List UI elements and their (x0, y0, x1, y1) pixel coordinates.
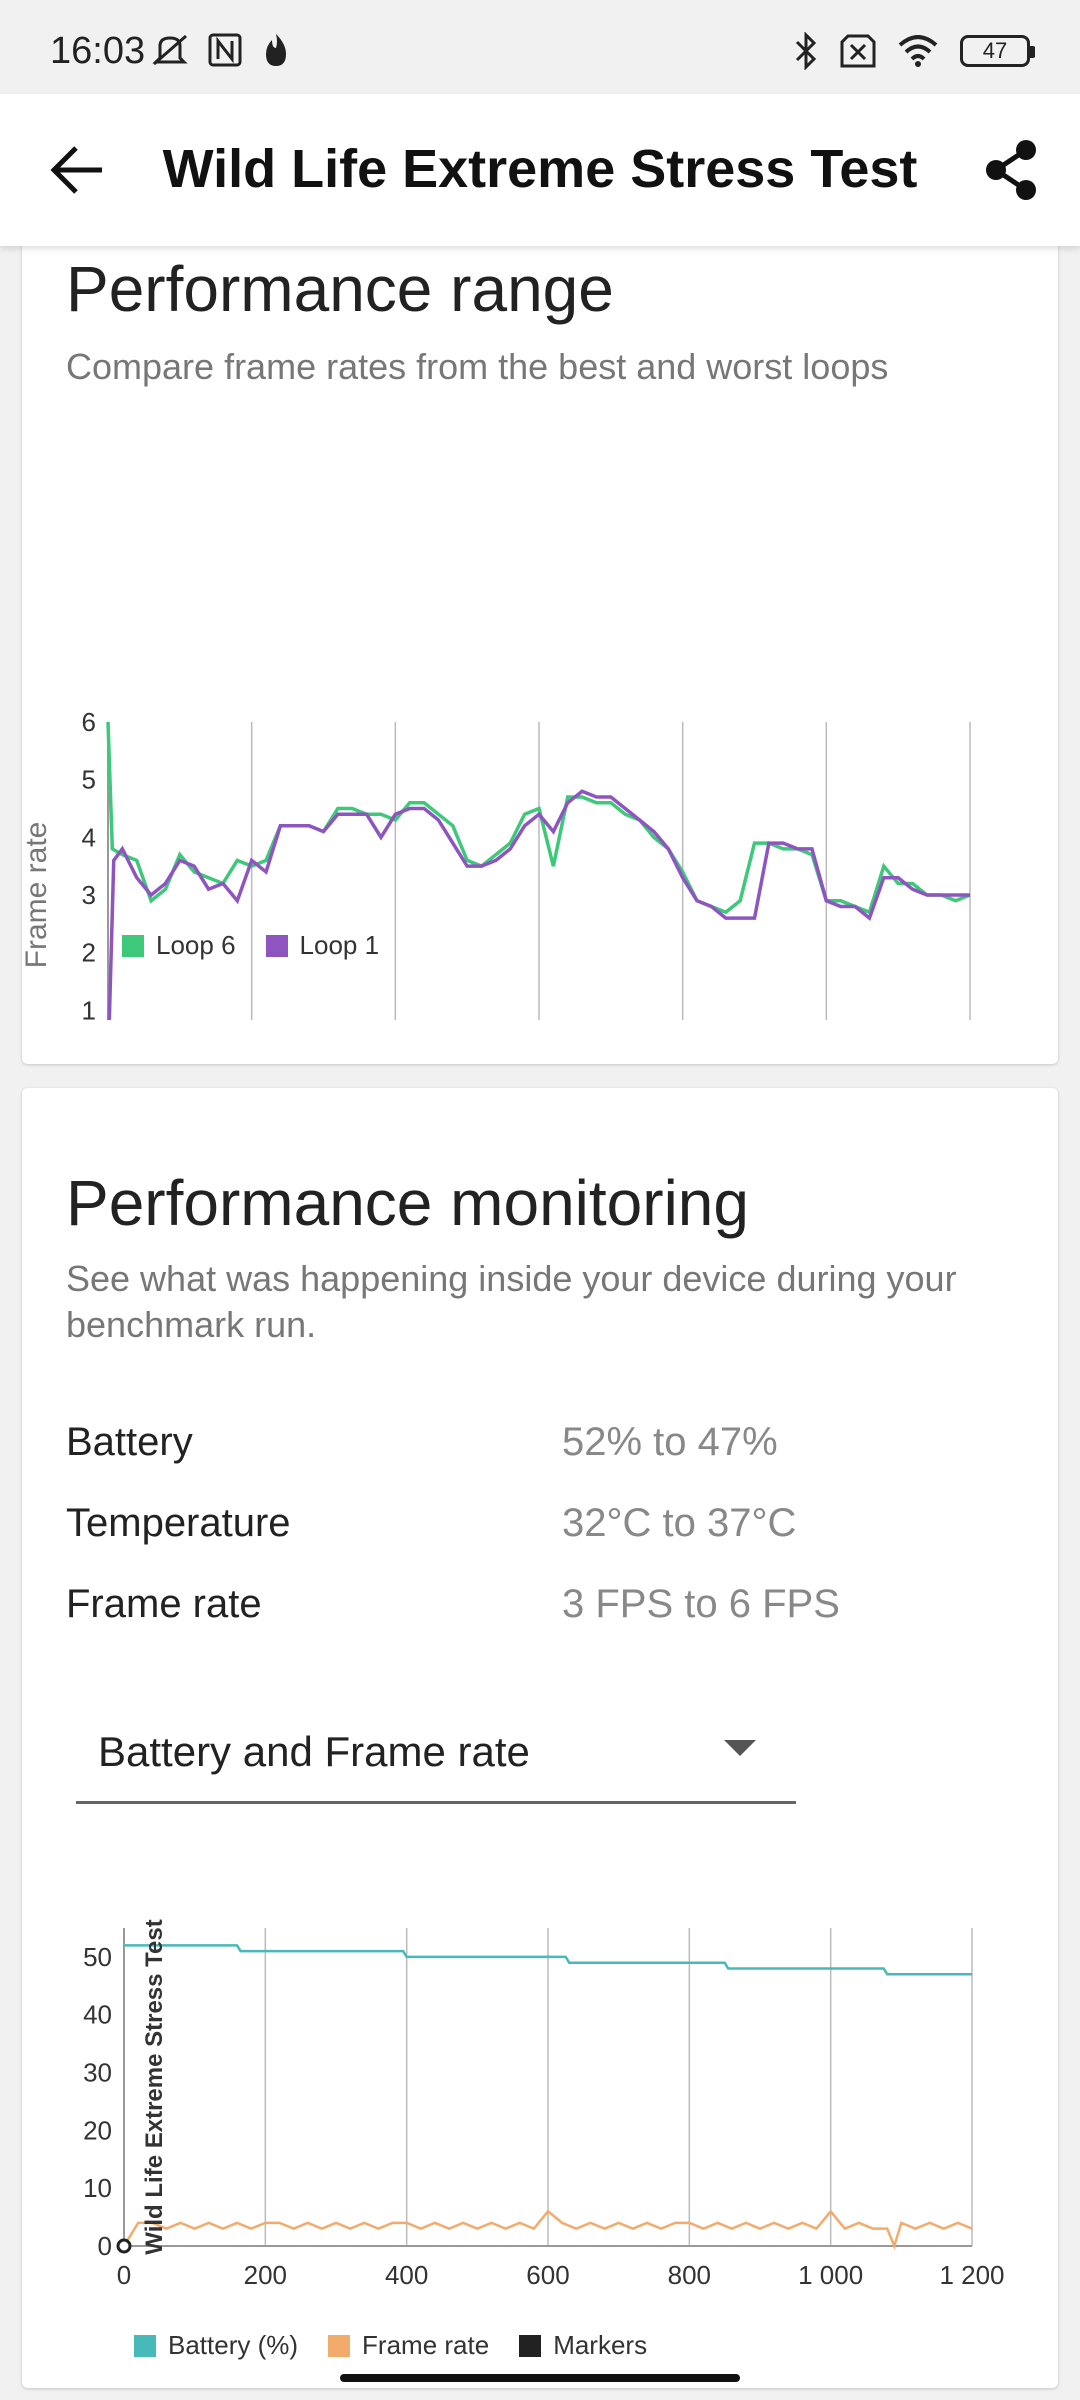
wifi-icon (898, 35, 938, 67)
chevron-down-icon (724, 1740, 756, 1756)
status-icons-left (150, 32, 292, 68)
series-line-loop-1 (107, 789, 970, 1020)
bluetooth-icon (795, 32, 817, 70)
frame-rate-label: Frame rate (66, 1582, 262, 1626)
frame-rate-value: 3 FPS to 6 FPS (562, 1582, 840, 1626)
legend-item: Battery (%) (134, 2330, 298, 2361)
temperature-value: 32°C to 37°C (562, 1501, 797, 1545)
page-title: Wild Life Extreme Stress Test (162, 139, 918, 199)
frame-rate-row: Frame rate 3 FPS to 6 FPS (66, 1582, 1014, 1642)
legend-item: Markers (519, 2330, 647, 2361)
frame-rate-chart: 01020304050600123456Frame rateTime (seco… (22, 707, 971, 1020)
y-tick-label: 10 (83, 2173, 112, 2203)
legend-swatch (519, 2334, 542, 2357)
nfc-icon (208, 33, 242, 67)
y-axis-label: Frame rate (22, 822, 53, 969)
legend-swatch (134, 2334, 156, 2357)
y-tick-label: 40 (83, 2000, 112, 2030)
share-icon (986, 140, 1036, 200)
legend-label: Markers (553, 2330, 648, 2360)
home-indicator (340, 2374, 740, 2382)
battery-value: 52% to 47% (562, 1420, 778, 1464)
x-tick-label: 400 (385, 2260, 428, 2290)
temperature-row: Temperature 32°C to 37°C (66, 1501, 1014, 1561)
x-tick-label: 800 (668, 2260, 711, 2290)
x-tick-label: 0 (117, 2260, 131, 2290)
performance-range-card: Performance range Compare frame rates fr… (22, 200, 1058, 1064)
y-tick-label: 5 (82, 765, 96, 795)
legend-item: Frame rate (328, 2330, 489, 2361)
back-button[interactable] (48, 140, 108, 200)
status-icons-right: 47 (794, 32, 1035, 70)
monitoring-chart: 0 200 400 600 800 1 000 1 200 0 10 20 30 40 50 Wild L… (83, 1919, 1004, 2290)
chart1-legend: Loop 6 Loop 1 (122, 930, 409, 961)
battery-icon: 47 (960, 35, 1035, 67)
y-tick-label: 50 (83, 1942, 112, 1972)
legend-swatch (265, 934, 288, 957)
performance-range-subtitle: Compare frame rates from the best and wo… (66, 346, 889, 387)
y-tick-label: 3 (82, 880, 96, 910)
battery-label: Battery (66, 1420, 193, 1464)
no-sim-icon (840, 34, 876, 68)
y-tick-label: 30 (83, 2058, 112, 2088)
status-time: 16:03 (50, 30, 146, 72)
y-axis-label: Wild Life Extreme Stress Test (141, 1919, 168, 2254)
legend-swatch (328, 2334, 351, 2357)
x-tick-label: 1 000 (798, 2260, 863, 2290)
metric-select-value: Battery and Frame rate (98, 1728, 530, 1775)
performance-monitoring-title: Performance monitoring (66, 1167, 749, 1239)
x-tick-label: 600 (526, 2260, 569, 2290)
y-tick-label: 20 (83, 2115, 112, 2145)
status-bar: 16:03 47 (0, 0, 1080, 94)
y-tick-label: 2 (82, 938, 96, 968)
app-bar: Wild Life Extreme Stress Test (0, 94, 1080, 246)
battery-row: Battery 52% to 47% (66, 1420, 1014, 1480)
y-tick-label: 6 (82, 707, 96, 737)
performance-monitoring-card: Performance monitoring See what was happ… (22, 1088, 1058, 2388)
y-tick-label: 0 (98, 2231, 112, 2261)
performance-range-title: Performance range (66, 253, 614, 325)
legend-label: Battery (%) (168, 2330, 299, 2360)
marker-point (116, 2238, 132, 2254)
legend-swatch (122, 934, 144, 957)
temperature-label: Temperature (66, 1501, 291, 1545)
legend-label: Loop 6 (156, 930, 236, 960)
performance-monitoring-subtitle: See what was happening inside your devic… (66, 1258, 957, 1345)
y-tick-label: 4 (82, 822, 96, 852)
fire-icon (266, 34, 286, 66)
metric-select[interactable]: Battery and Frame rate (76, 1698, 796, 1804)
y-tick-label: 1 (82, 995, 96, 1020)
legend-item: Loop 6 (122, 930, 236, 961)
chart2-legend: Battery (%) Frame rate Markers (134, 2330, 677, 2361)
series-line-frame-rate (122, 2209, 973, 2250)
x-tick-label: 200 (244, 2260, 287, 2290)
mute-icon (152, 34, 188, 66)
legend-item: Loop 1 (265, 930, 380, 961)
x-tick-label: 1 200 (939, 2260, 1004, 2290)
legend-label: Loop 1 (299, 930, 380, 960)
arrow-left-icon (50, 146, 102, 194)
share-button[interactable] (980, 138, 1040, 202)
series-line-battery- (124, 1944, 972, 1976)
battery-level: 47 (982, 38, 1008, 63)
legend-label: Frame rate (362, 2330, 490, 2360)
